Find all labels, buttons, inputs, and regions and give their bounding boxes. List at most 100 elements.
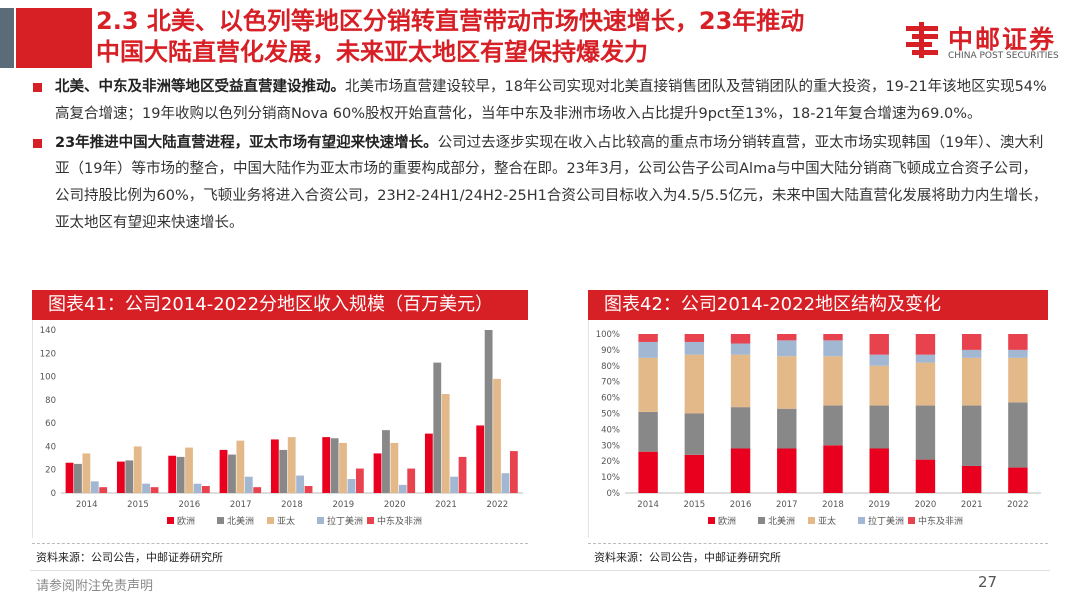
y-tick-label: 10%	[601, 473, 620, 483]
legend-label: 中东及非洲	[377, 515, 422, 527]
bar	[347, 479, 356, 493]
x-tick-label: 2014	[76, 500, 98, 510]
x-tick-label: 2021	[961, 500, 983, 510]
bar-segment	[915, 459, 936, 493]
bar-segment	[1008, 357, 1028, 403]
bar-segment	[684, 341, 705, 355]
bar-segment	[869, 334, 889, 355]
chart-42-source: 资料来源：公司公告，中邮证券研究所	[594, 551, 781, 564]
bar-segment	[1008, 349, 1028, 358]
y-tick-label: 100%	[596, 330, 620, 340]
bar	[441, 394, 450, 493]
bar	[270, 439, 279, 493]
legend-label: 欧洲	[718, 515, 736, 527]
bar-segment	[730, 343, 751, 355]
bullet-2-text: 公司过去逐步实现在收入占比较高的重点市场分销转直营，亚太市场实现韩国（19年）、…	[55, 134, 1048, 231]
bar	[90, 481, 99, 493]
bar-segment	[684, 413, 705, 455]
x-tick-label: 2021	[435, 500, 457, 510]
bar-segment	[684, 454, 705, 493]
chart-42-svg: 0% 10% 20% 30% 40% 50% 60% 70% 80% 90% 100% 2014 201…	[596, 330, 1041, 527]
bar	[253, 487, 262, 493]
legend-label: 拉丁美洲	[327, 515, 363, 527]
chart-42-panel: 图表42：公司2014-2022地区结构及变化 0% 10% 20% 30% 40% 50…	[588, 290, 1048, 538]
bar-segment	[1008, 467, 1028, 493]
bar	[509, 451, 518, 493]
bar-segment	[961, 334, 982, 350]
y-tick-label: 100	[40, 373, 56, 383]
footer-divider	[30, 570, 1050, 571]
bar	[373, 453, 382, 493]
bar-segment	[684, 354, 705, 414]
chart-42-source-divider	[588, 543, 1048, 544]
chart-42-area: 0% 10% 20% 30% 40% 50% 60% 70% 80% 90% 100% 2014 201…	[588, 320, 1048, 538]
bar	[339, 442, 347, 493]
company-logo: 中邮证券 CHINA POST SECURITIES	[902, 18, 1072, 66]
y-tick-label: 40	[45, 442, 56, 452]
y-tick-label: 40%	[601, 425, 620, 435]
bar	[228, 454, 236, 493]
x-tick-label: 2014	[637, 500, 659, 510]
y-tick-label: 0%	[607, 489, 621, 499]
bar-segment	[730, 334, 751, 344]
bar-segment	[869, 405, 889, 449]
bar	[82, 453, 91, 493]
footer-disclaimer: 请参阅附注免责声明	[36, 579, 154, 594]
bar-segment	[869, 365, 889, 406]
bar-segment	[777, 408, 797, 449]
legend-swatch	[217, 517, 224, 524]
x-tick-label: 2019	[868, 500, 890, 510]
bar	[125, 460, 134, 493]
bar-segment	[915, 334, 936, 355]
x-tick-label: 2017	[776, 500, 798, 510]
logo-text-en: CHINA POST SECURITIES	[948, 51, 1059, 61]
bar	[398, 484, 407, 493]
bar	[450, 476, 459, 493]
bar-segment	[823, 445, 843, 493]
y-tick-label: 70%	[601, 378, 620, 388]
bar	[201, 486, 210, 493]
legend-label: 亚太	[277, 515, 295, 527]
bar	[236, 440, 245, 493]
bar	[458, 456, 467, 493]
chart-41-svg: 0 20 40 60 80 100 120 140 2014 2015 2016 2017 2018 20…	[40, 326, 523, 527]
bar	[296, 475, 305, 493]
bullet-1-heading: 北美、中东及非洲等地区受益直营建设推动。	[55, 79, 345, 95]
bullet-2-heading: 23年推进中国大陆直营进程，亚太市场有望迎来快速增长。	[55, 134, 438, 151]
bar	[168, 455, 177, 493]
bar-segment	[1008, 402, 1028, 468]
bar-segment	[823, 356, 843, 406]
bar-segment	[638, 334, 658, 342]
legend-swatch	[317, 517, 324, 524]
legend-label: 北美洲	[227, 515, 254, 527]
x-tick-label: 2020	[915, 500, 937, 510]
bar	[116, 461, 125, 493]
bar	[74, 463, 82, 493]
bar-segment	[638, 451, 658, 493]
x-tick-label: 2018	[822, 500, 844, 510]
bar	[330, 438, 339, 493]
y-tick-label: 0	[51, 489, 56, 499]
bullet-list: 北美、中东及非洲等地区受益直营建设推动。北美市场直营建设较早，18年公司实现对北…	[33, 74, 1048, 237]
bar	[501, 473, 510, 493]
china-post-logo-icon	[906, 22, 938, 58]
y-tick-label: 60%	[601, 394, 620, 404]
bar-segment	[961, 405, 982, 466]
y-tick-label: 20	[45, 466, 56, 476]
bar	[65, 462, 74, 493]
x-tick-label: 2015	[127, 500, 149, 510]
chart-42-title: 图表42：公司2014-2022地区结构及变化	[588, 290, 1048, 320]
bar	[279, 449, 288, 493]
bar-segment	[915, 405, 936, 460]
bar-segment	[777, 334, 797, 341]
y-tick-label: 30%	[601, 441, 620, 451]
bar-segment	[777, 448, 797, 493]
bar	[185, 447, 193, 493]
bar	[424, 433, 433, 493]
bar	[193, 483, 202, 493]
bar	[150, 487, 159, 493]
bullet-1-text: 北美市场直营建设较早，18年公司实现对北美直接销售团队及营销团队的重大投资，19…	[55, 79, 1047, 122]
bar-segment	[961, 349, 982, 358]
y-tick-label: 80	[45, 396, 56, 406]
logo-text-cn: 中邮证券	[948, 25, 1057, 54]
